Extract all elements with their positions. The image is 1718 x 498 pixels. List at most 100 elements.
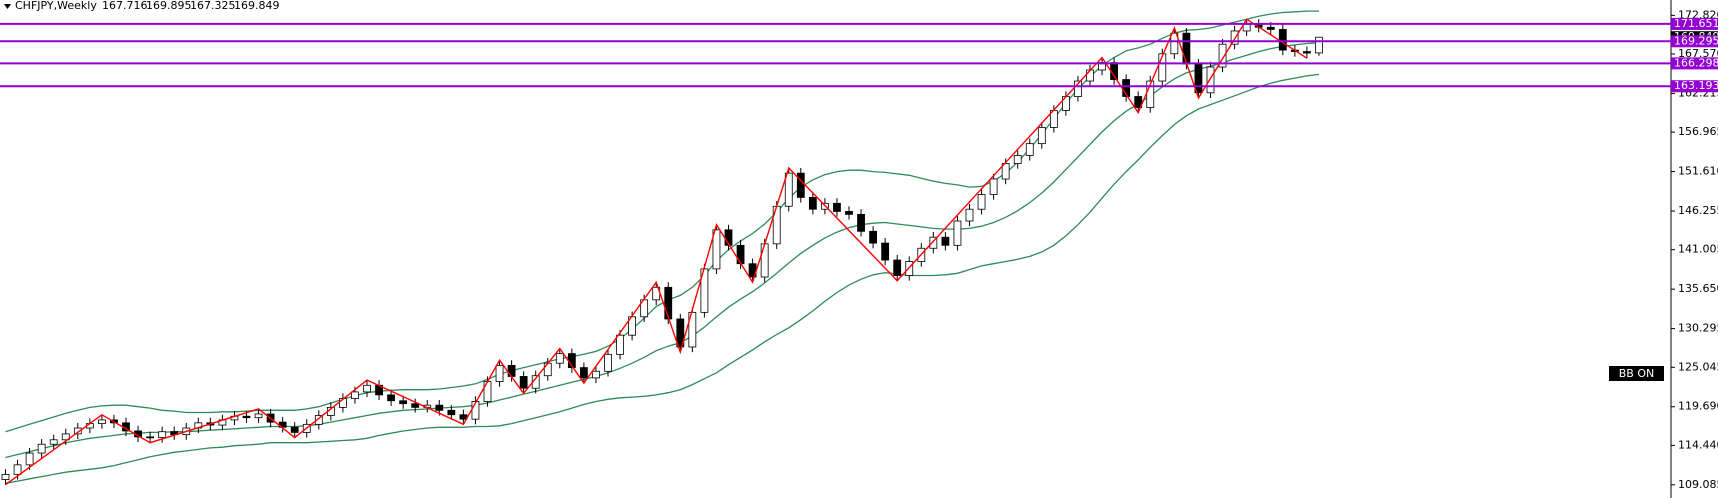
bollinger-middle — [5, 42, 1320, 459]
candle-body — [736, 244, 745, 265]
candle-body — [604, 353, 612, 372]
bb-badge-text: BB ON — [1619, 367, 1654, 380]
y-tick-label: 130.295 — [1678, 322, 1718, 335]
candle-body — [399, 400, 408, 405]
candle-body — [242, 415, 251, 419]
candle-body — [25, 452, 34, 466]
candle-body — [676, 318, 685, 348]
y-tick-label: 125.045 — [1678, 360, 1718, 373]
level-label: 169.295 — [1674, 34, 1718, 47]
candle-body — [1134, 96, 1143, 108]
candle-body — [73, 427, 82, 435]
candle-body — [965, 208, 974, 222]
header: CHFJPY,Weekly 167.716 169.895 167.325 16… — [15, 0, 280, 12]
candle-body — [61, 433, 70, 441]
candle-body — [519, 376, 528, 389]
y-tick-label: 135.650 — [1678, 282, 1718, 295]
level-label: 171.651 — [1674, 17, 1718, 30]
candle-body — [1170, 32, 1179, 55]
candle-body — [1, 474, 10, 480]
open-value: 167.716 — [102, 0, 148, 12]
y-tick-label: 146.255 — [1678, 204, 1718, 217]
y-tick-label: 151.610 — [1678, 165, 1718, 178]
candle-body — [314, 415, 323, 425]
candle-body — [1218, 43, 1227, 68]
candle-body — [459, 414, 468, 420]
candle-body — [1074, 80, 1082, 97]
candle-body — [1182, 32, 1191, 65]
candle-body — [592, 370, 600, 379]
candle-body — [1230, 30, 1239, 45]
candle-body — [1315, 36, 1323, 54]
low-value: 167.325 — [190, 0, 236, 12]
zigzag — [5, 18, 1308, 486]
symbol-label: CHFJPY,Weekly — [15, 0, 97, 12]
bb-badge — [1609, 366, 1664, 381]
candle-body — [977, 194, 986, 210]
candle-body — [796, 172, 805, 198]
candle-body — [1266, 26, 1275, 30]
candle-body — [784, 172, 793, 207]
y-tick-label: 114.440 — [1678, 438, 1718, 451]
candle-body — [363, 384, 371, 393]
candle-body — [1013, 155, 1022, 164]
candle-body — [760, 243, 769, 278]
y-tick-label: 167.570 — [1678, 47, 1718, 60]
plot-area — [1, 10, 1323, 486]
candle-body — [881, 242, 890, 261]
candle-body — [98, 419, 106, 424]
y-tick-label: 119.690 — [1678, 400, 1718, 413]
candle-body — [1086, 69, 1094, 82]
level-badge — [1671, 17, 1718, 30]
candle-body — [1194, 63, 1203, 94]
candle-body — [1242, 23, 1251, 32]
candle-body — [1001, 163, 1010, 180]
candle-body — [941, 236, 950, 246]
level-label: 163.193 — [1674, 79, 1718, 92]
candle-body — [435, 404, 444, 411]
y-tick-label: 156.965 — [1678, 125, 1718, 138]
menu-arrow[interactable] — [4, 4, 11, 9]
level-badge — [1671, 35, 1718, 48]
candle-body — [543, 362, 552, 377]
candle-body — [845, 211, 853, 215]
level-label: 166.298 — [1674, 56, 1718, 69]
bollinger-lower — [5, 73, 1320, 484]
candle-body — [688, 311, 697, 348]
candle-body — [616, 334, 624, 355]
candle-body — [37, 443, 46, 454]
high-value: 169.895 — [146, 0, 192, 12]
candle-body — [387, 394, 396, 402]
candle-body — [1037, 127, 1046, 145]
candle-body — [254, 413, 263, 419]
candle-body — [290, 426, 299, 433]
candle-body — [869, 230, 877, 244]
candle-body — [808, 197, 817, 210]
candle-body — [664, 286, 673, 320]
candle-body — [351, 391, 359, 399]
candle-body — [49, 439, 58, 445]
candle-body — [13, 464, 22, 475]
candle-body — [507, 364, 516, 377]
level-badge — [1671, 57, 1718, 70]
candle-body — [1278, 29, 1287, 51]
close-value: 169.849 — [234, 0, 280, 12]
y-tick-label: 109.085 — [1678, 478, 1718, 491]
candle-body — [712, 229, 721, 270]
candle-body — [580, 367, 588, 379]
y-tick-label: 141.005 — [1678, 243, 1718, 256]
candle-body — [893, 259, 902, 276]
candle-body — [833, 202, 841, 212]
candle-body — [555, 353, 564, 364]
candle-body — [953, 220, 962, 246]
candle-body — [857, 213, 865, 232]
candle-body — [929, 236, 938, 249]
candle-body — [1206, 66, 1215, 94]
candle-body — [1158, 53, 1167, 82]
bollinger-upper — [5, 10, 1319, 433]
level-badge — [1671, 80, 1718, 93]
candle-body — [158, 431, 167, 438]
candle-body — [989, 178, 998, 195]
candle-body — [447, 409, 456, 416]
